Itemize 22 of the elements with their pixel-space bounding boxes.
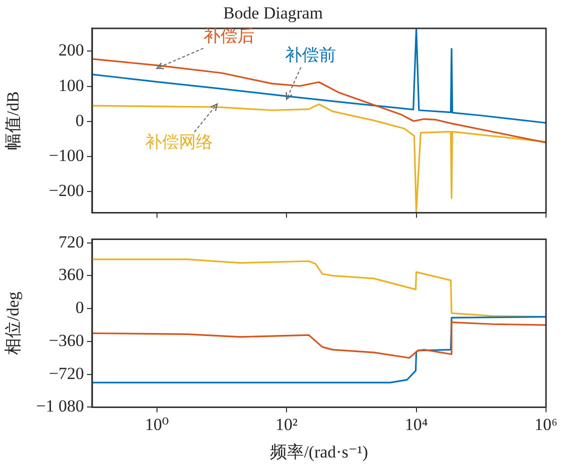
y-tick-label: 100 xyxy=(58,76,84,95)
x-axis-title: 频率/(rad·s⁻¹) xyxy=(270,442,368,462)
x-tick-label: 10⁰ xyxy=(144,414,169,434)
y-tick-label: −360 xyxy=(48,330,84,350)
series-label: 补偿前 xyxy=(285,46,336,65)
y-tick-label: −200 xyxy=(48,181,84,200)
y-tick-label: 0 xyxy=(76,110,84,130)
y-axis-title: 相位/deg xyxy=(4,291,23,355)
y-tick-label: −1 080 xyxy=(36,396,84,416)
y-tick-label: 0 xyxy=(76,298,84,318)
y-tick-label: −100 xyxy=(48,146,84,166)
y-axis-title: 幅值/dB xyxy=(4,91,23,150)
x-tick-label: 10² xyxy=(276,414,298,434)
y-tick-label: 200 xyxy=(58,40,84,60)
y-tick-label: 360 xyxy=(58,265,84,284)
y-tick-label: 720 xyxy=(58,232,84,252)
series-label: 补偿后 xyxy=(203,26,254,46)
x-tick-label: 10⁶ xyxy=(534,414,558,434)
y-tick-label: −720 xyxy=(48,364,84,383)
series-label: 补偿网络 xyxy=(145,132,214,152)
x-tick-label: 10⁴ xyxy=(404,414,428,434)
chart-title: Bode Diagram xyxy=(223,4,323,23)
